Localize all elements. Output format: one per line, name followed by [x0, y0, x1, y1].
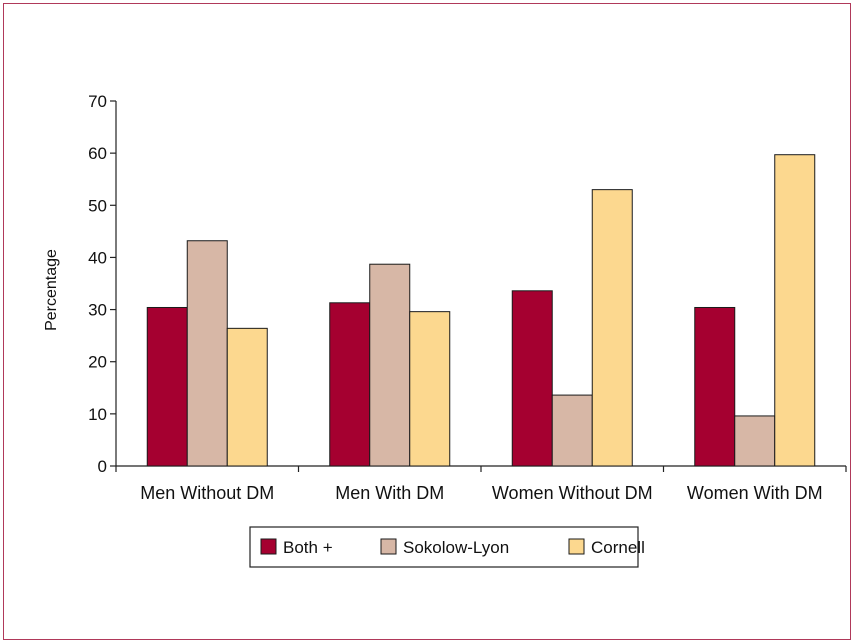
y-tick-label: 70 — [88, 92, 107, 111]
legend-swatch — [568, 538, 585, 555]
legend-label: Cornell — [591, 538, 645, 557]
bar — [186, 240, 228, 467]
bar — [369, 263, 411, 467]
y-tick-label: 10 — [88, 405, 107, 424]
legend: Both + Sokolow-Lyon Cornell — [249, 526, 645, 568]
legend-label: Sokolow-Lyon — [403, 538, 509, 557]
legend-label: Both + — [283, 538, 333, 557]
y-tick-label: 40 — [88, 248, 107, 267]
bar — [694, 306, 736, 467]
x-category-label: Women With DM — [687, 483, 823, 503]
x-axis: Men Without DM Men With DM Women Without D… — [115, 465, 847, 503]
y-tick-label: 20 — [88, 353, 107, 372]
bars — [146, 154, 816, 467]
y-axis: 0 10 20 30 40 50 60 70 — [88, 92, 117, 476]
bar — [734, 415, 776, 467]
bar — [226, 327, 268, 467]
bar — [774, 154, 816, 467]
bar — [511, 290, 553, 467]
legend-swatch — [260, 538, 277, 555]
bar — [409, 311, 451, 467]
y-tick-label: 0 — [98, 457, 107, 476]
bar — [329, 302, 371, 467]
bar — [591, 189, 633, 467]
figure-frame — [3, 3, 851, 640]
x-category-label: Men Without DM — [140, 483, 274, 503]
y-tick-label: 50 — [88, 196, 107, 215]
bar — [551, 394, 593, 467]
y-axis-title: Percentage — [43, 249, 60, 331]
y-tick-label: 60 — [88, 144, 107, 163]
bar — [146, 306, 188, 467]
y-tick-label: 30 — [88, 301, 107, 320]
x-category-label: Women Without DM — [492, 483, 653, 503]
x-category-label: Men With DM — [335, 483, 444, 503]
legend-swatch — [380, 538, 397, 555]
